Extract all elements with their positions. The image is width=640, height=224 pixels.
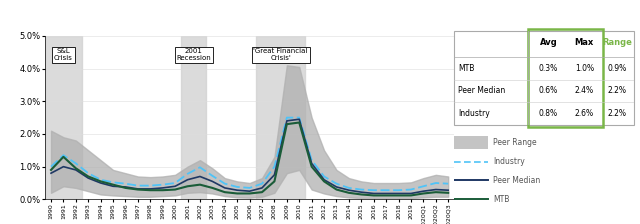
Text: NCO % of Loans: NCO % of Loans — [258, 9, 382, 23]
Text: 0.9%: 0.9% — [608, 65, 627, 73]
Text: 1.0%: 1.0% — [575, 65, 594, 73]
Text: 'Great Financial
Crisis': 'Great Financial Crisis' — [253, 48, 308, 61]
Text: Max: Max — [575, 38, 594, 47]
Text: Industry: Industry — [458, 109, 490, 118]
Text: 2.4%: 2.4% — [575, 86, 594, 95]
Text: 2.2%: 2.2% — [608, 86, 627, 95]
Text: Industry: Industry — [493, 157, 525, 166]
Text: Peer Median: Peer Median — [493, 176, 541, 185]
Bar — [256, 36, 305, 199]
Text: Peer Range: Peer Range — [493, 138, 537, 147]
FancyBboxPatch shape — [454, 31, 634, 125]
Text: S&L
Crisis: S&L Crisis — [54, 48, 73, 61]
Text: Range: Range — [602, 38, 632, 47]
Bar — [45, 36, 82, 199]
Bar — [181, 36, 206, 199]
Text: 2.6%: 2.6% — [575, 109, 594, 118]
Text: MTB: MTB — [458, 65, 474, 73]
Text: MTB: MTB — [493, 195, 509, 204]
Text: 2.2%: 2.2% — [608, 109, 627, 118]
Text: 0.3%: 0.3% — [539, 65, 558, 73]
Text: 0.8%: 0.8% — [539, 109, 558, 118]
Bar — [454, 136, 488, 149]
Text: Avg: Avg — [540, 38, 557, 47]
Text: 2001
Recession: 2001 Recession — [177, 48, 211, 61]
Text: Peer Median: Peer Median — [458, 86, 505, 95]
Text: 0.6%: 0.6% — [539, 86, 558, 95]
